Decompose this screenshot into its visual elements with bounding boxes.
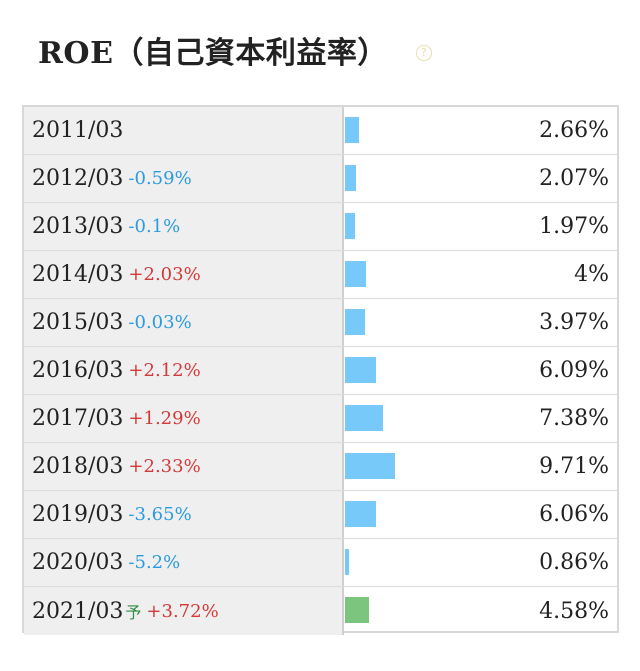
table-row: 2015/03 -0.03% 3.97% — [24, 299, 617, 347]
change-label: +3.72% — [146, 600, 219, 622]
value-label: 6.06% — [539, 502, 609, 527]
change-label: -0.03% — [128, 312, 192, 333]
year-label: 2016/03 — [32, 358, 124, 383]
row-label-cell: 2021/03 予 +3.72% — [24, 587, 344, 635]
change-label: +2.03% — [128, 264, 201, 285]
row-label-cell: 2018/03 +2.33% — [24, 443, 344, 490]
value-label: 2.07% — [539, 166, 609, 191]
year-label: 2012/03 — [32, 166, 124, 191]
header: ROE（自己資本利益率） ? — [38, 28, 432, 72]
row-label-cell: 2012/03 -0.59% — [24, 155, 344, 202]
year-label: 2013/03 — [32, 214, 124, 239]
row-label-cell: 2017/03 +1.29% — [24, 395, 344, 442]
change-label: -0.59% — [128, 168, 192, 189]
change-label: -3.65% — [128, 504, 192, 525]
table-row: 2012/03 -0.59% 2.07% — [24, 155, 617, 203]
year-label: 2017/03 — [32, 406, 124, 431]
row-label-cell: 2016/03 +2.12% — [24, 347, 344, 394]
value-label: 9.71% — [539, 454, 609, 479]
change-label: +1.29% — [128, 408, 201, 429]
forecast-mark: 予 — [125, 603, 142, 622]
year-label: 2014/03 — [32, 262, 124, 287]
year-label: 2018/03 — [32, 454, 124, 479]
change-label: -5.2% — [128, 552, 181, 573]
year-label: 2011/03 — [32, 118, 124, 143]
row-label-cell: 2020/03 -5.2% — [24, 539, 344, 586]
row-label-cell: 2015/03 -0.03% — [24, 299, 344, 346]
year-label: 2020/03 — [32, 550, 124, 575]
row-label-cell: 2013/03 -0.1% — [24, 203, 344, 250]
row-label-cell: 2014/03 +2.03% — [24, 251, 344, 298]
table-row: 2013/03 -0.1% 1.97% — [24, 203, 617, 251]
table-row: 2021/03 予 +3.72% 4.58% — [24, 587, 617, 635]
change-label: +2.12% — [128, 360, 201, 381]
year-label: 2021/03 — [32, 598, 124, 624]
change-label: -0.1% — [128, 216, 181, 237]
value-bar — [345, 453, 395, 479]
value-label: 7.38% — [539, 406, 609, 431]
value-bar — [345, 501, 376, 527]
value-label: 0.86% — [539, 550, 609, 575]
table-row: 2016/03 +2.12% 6.09% — [24, 347, 617, 395]
value-label: 3.97% — [539, 310, 609, 335]
table-row: 2011/03 2.66% — [24, 107, 617, 155]
value-label: 2.66% — [539, 118, 609, 143]
year-label: 2015/03 — [32, 310, 124, 335]
value-label: 6.09% — [539, 358, 609, 383]
table-row: 2017/03 +1.29% 7.38% — [24, 395, 617, 443]
table-row: 2014/03 +2.03% 4% — [24, 251, 617, 299]
year-label: 2019/03 — [32, 502, 124, 527]
help-circle-icon[interactable]: ? — [415, 45, 432, 61]
value-bar — [345, 117, 359, 143]
value-label: 4.58% — [539, 598, 609, 624]
forecast-bar — [345, 597, 369, 623]
row-label-cell: 2019/03 -3.65% — [24, 491, 344, 538]
table-row: 2020/03 -5.2% 0.86% — [24, 539, 617, 587]
value-bar — [345, 405, 383, 431]
value-bar — [345, 261, 366, 287]
table-row: 2019/03 -3.65% 6.06% — [24, 491, 617, 539]
value-bar — [345, 357, 376, 383]
value-label: 4% — [574, 262, 609, 287]
table-row: 2018/03 +2.33% 9.71% — [24, 443, 617, 491]
value-bar — [345, 309, 365, 335]
value-bar — [345, 549, 349, 575]
change-label: +2.33% — [128, 456, 201, 477]
page-title: ROE（自己資本利益率） — [38, 36, 388, 71]
row-label-cell: 2011/03 — [24, 107, 344, 154]
value-label: 1.97% — [539, 214, 609, 239]
value-bar — [345, 165, 356, 191]
value-bar — [345, 213, 355, 239]
roe-table: 2011/03 2.66% 2012/03 -0.59% 2.07% 2013/03 -0.… — [22, 105, 619, 635]
